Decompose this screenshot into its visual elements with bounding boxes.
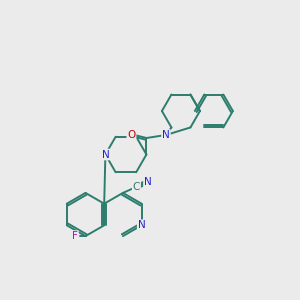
Text: C: C (133, 182, 140, 192)
Text: N: N (162, 130, 170, 140)
Text: F: F (72, 231, 78, 241)
Text: N: N (101, 149, 109, 160)
Text: O: O (127, 130, 136, 140)
Text: N: N (138, 220, 146, 230)
Text: N: N (144, 177, 152, 187)
